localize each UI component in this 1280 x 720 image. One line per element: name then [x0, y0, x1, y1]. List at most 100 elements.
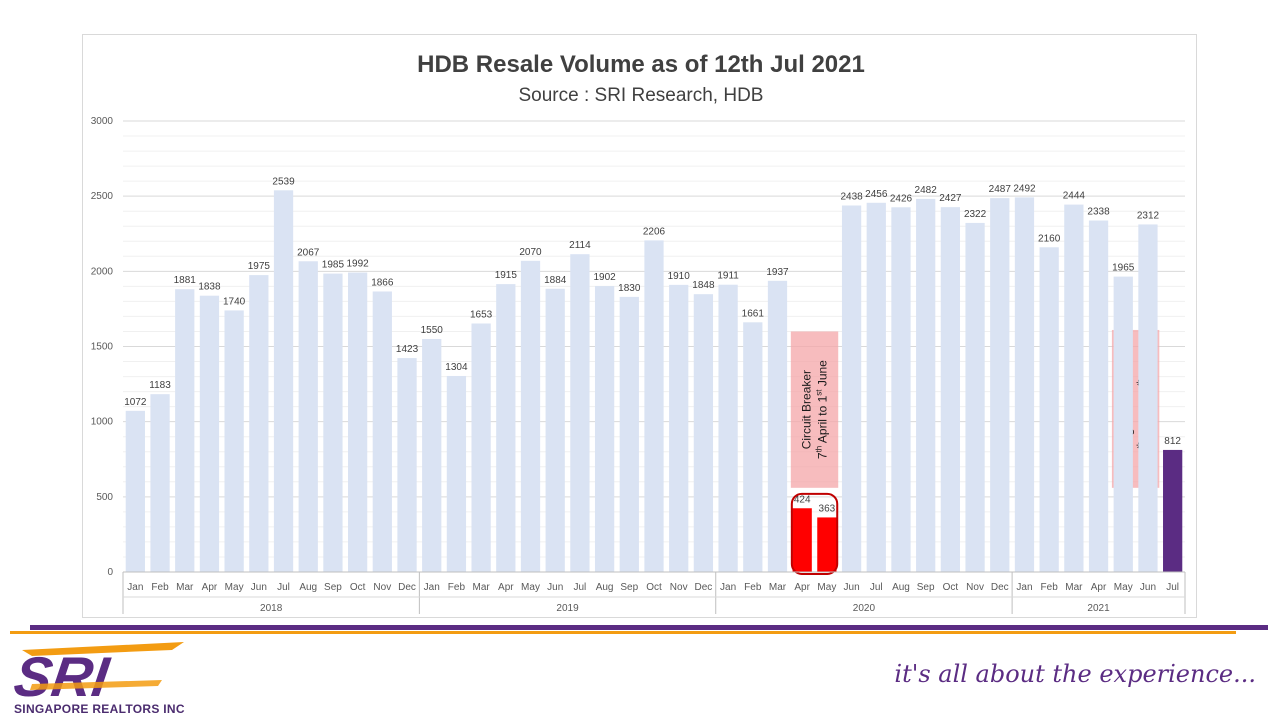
x-tick-label: Dec	[991, 582, 1009, 593]
data-label: 1965	[1112, 263, 1135, 274]
x-tick-label: Feb	[744, 582, 762, 593]
x-tick-label: Dec	[694, 582, 712, 593]
data-label: 1740	[223, 296, 246, 307]
x-tick-label: Nov	[373, 582, 391, 593]
data-label: 2312	[1137, 210, 1160, 221]
x-tick-label: Apr	[498, 582, 514, 593]
data-label: 1183	[149, 380, 171, 391]
bar	[298, 261, 318, 572]
company-name: SINGAPORE REALTORS INC	[14, 702, 185, 716]
x-tick-label: Dec	[398, 582, 416, 593]
x-tick-label: Aug	[299, 582, 317, 593]
x-tick-label: Jan	[424, 582, 440, 593]
bar	[644, 240, 664, 572]
data-label: 1653	[470, 309, 493, 320]
data-label: 1866	[371, 277, 394, 288]
bar	[940, 207, 961, 573]
data-label: 1902	[593, 272, 616, 283]
bar	[866, 202, 886, 573]
footer-stripe-purple	[30, 625, 1268, 630]
bar	[150, 394, 170, 572]
year-label: 2020	[853, 603, 876, 614]
x-tick-label: Apr	[202, 582, 218, 593]
bar	[323, 273, 343, 572]
year-label: 2018	[260, 603, 283, 614]
tagline: it's all about the experience...	[894, 660, 1256, 688]
bar	[496, 284, 516, 572]
x-tick-label: Aug	[596, 582, 614, 593]
y-tick-label: 1000	[91, 417, 114, 428]
year-label: 2021	[1087, 603, 1110, 614]
data-label: 1881	[174, 275, 197, 286]
chart-title: HDB Resale Volume as of 12th Jul 2021	[417, 51, 865, 78]
data-label: 2426	[890, 193, 913, 204]
y-tick-label: 500	[96, 492, 113, 503]
bar	[594, 286, 615, 572]
data-label: 2427	[939, 193, 962, 204]
x-tick-label: Mar	[1065, 582, 1083, 593]
x-tick-label: Jun	[251, 582, 267, 593]
data-label: 1830	[618, 283, 641, 294]
data-label: 2206	[643, 226, 666, 237]
bar	[693, 294, 714, 572]
x-tick-label: Nov	[670, 582, 688, 593]
bar	[273, 190, 294, 573]
bar	[125, 410, 145, 572]
bar	[372, 291, 392, 572]
x-tick-label: Jun	[547, 582, 563, 593]
x-tick-label: May	[521, 582, 540, 593]
bar	[347, 272, 368, 572]
data-label: 2338	[1087, 207, 1110, 218]
annotation-box	[790, 331, 839, 488]
bar	[841, 205, 862, 572]
bar	[397, 358, 417, 572]
x-tick-label: Feb	[448, 582, 466, 593]
bar	[718, 284, 738, 572]
footer-stripe-orange	[10, 631, 1236, 634]
bar	[619, 296, 639, 572]
y-tick-label: 0	[107, 567, 113, 578]
data-label: 2482	[915, 185, 938, 196]
logo-text: SRI	[12, 645, 114, 708]
chart-subtitle: Source : SRI Research, HDB	[519, 85, 764, 106]
data-label: 1915	[495, 270, 518, 281]
data-label: 1884	[544, 275, 567, 286]
data-label: 812	[1164, 436, 1181, 447]
bar	[767, 280, 788, 572]
data-label: 2492	[1013, 183, 1036, 194]
x-tick-label: Jun	[1140, 582, 1156, 593]
bar	[545, 288, 565, 572]
data-label: 1911	[717, 271, 739, 282]
x-tick-label: May	[1114, 582, 1133, 593]
bar	[224, 310, 244, 572]
data-label: 1985	[322, 260, 345, 271]
data-label: 1975	[248, 261, 271, 272]
data-label: 424	[794, 494, 811, 505]
data-label: 1661	[742, 308, 765, 319]
x-tick-label: Feb	[151, 582, 169, 593]
x-tick-label: Mar	[472, 582, 490, 593]
x-tick-label: Oct	[350, 582, 366, 593]
bar	[1064, 204, 1084, 572]
x-tick-label: Mar	[176, 582, 194, 593]
x-tick-label: Oct	[943, 582, 959, 593]
bar	[1039, 247, 1059, 572]
x-tick-label: Jul	[870, 582, 883, 593]
bar	[891, 207, 911, 573]
bar	[199, 295, 220, 572]
bar	[175, 289, 195, 572]
bar	[249, 275, 269, 572]
bar	[743, 322, 763, 572]
bar	[990, 198, 1010, 572]
data-label: 1423	[396, 344, 419, 355]
bar	[520, 260, 541, 572]
year-label: 2019	[556, 603, 579, 614]
bar	[1014, 197, 1035, 573]
chart-svg: HDB Resale Volume as of 12th Jul 2021 So…	[91, 51, 1186, 614]
data-label: 2539	[272, 176, 295, 187]
data-label: 363	[819, 503, 836, 514]
y-tick-label: 3000	[91, 116, 114, 127]
x-tick-label: Apr	[794, 582, 810, 593]
data-label: 2438	[840, 191, 863, 202]
bar	[792, 508, 812, 572]
